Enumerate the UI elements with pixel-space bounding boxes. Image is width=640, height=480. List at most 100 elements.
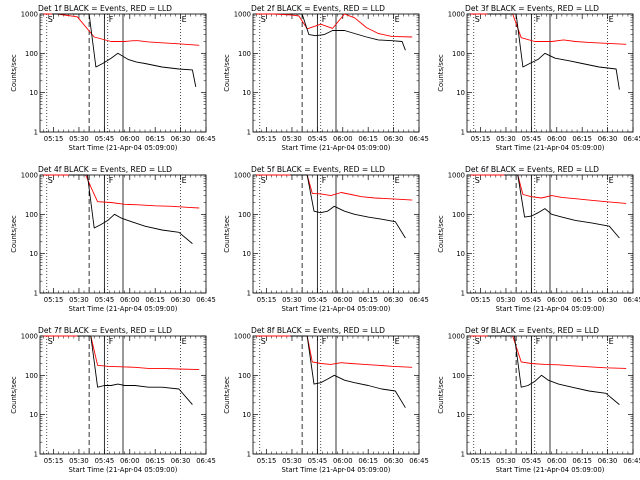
y-tick-label: 100 <box>452 211 465 219</box>
x-tick-label: 06:15 <box>572 135 592 143</box>
x-axis-label: Start Time (21-Apr-04 05:09:00) <box>282 466 391 474</box>
y-tick-label: 1 <box>461 129 465 137</box>
x-tick-label: 06:00 <box>120 296 140 304</box>
y-tick-label: 1000 <box>21 172 38 180</box>
x-axis-label: Start Time (21-Apr-04 05:09:00) <box>282 305 391 313</box>
x-tick-label: 05:45 <box>522 135 542 143</box>
detector-panel-3: Det 3f BLACK = Events, RED = LLD 1 10 100 10… <box>437 4 640 152</box>
panel-title: Det 7f BLACK = Events, RED = LLD <box>38 326 172 335</box>
x-tick-label: 06:00 <box>333 135 353 143</box>
x-tick-label: 06:15 <box>358 457 378 465</box>
marker-label-S: S <box>475 176 480 185</box>
x-tick-label: 06:30 <box>384 296 404 304</box>
y-tick-label: 100 <box>25 372 38 380</box>
marker-label-S: S <box>48 176 53 185</box>
x-tick-label: 05:45 <box>522 296 542 304</box>
detector-panel-7: Det 7f BLACK = Events, RED = LLD 1 10 100 10… <box>10 326 216 474</box>
y-tick-label: 100 <box>25 211 38 219</box>
x-tick-label: 05:30 <box>282 457 302 465</box>
marker-label-E: E <box>609 176 614 185</box>
marker-label-S: S <box>261 176 266 185</box>
y-axis-label: Counts/sec <box>437 215 445 253</box>
x-tick-label: 06:15 <box>572 457 592 465</box>
y-axis-label: Counts/sec <box>10 54 18 92</box>
detector-panel-8: Det 8f BLACK = Events, RED = LLD 1 10 100 10… <box>223 326 429 474</box>
series-black-line <box>77 335 193 405</box>
marker-label-S: S <box>48 15 53 24</box>
x-tick-label: 05:45 <box>522 457 542 465</box>
x-tick-label: 05:15 <box>44 135 64 143</box>
x-tick-label: 06:45 <box>196 457 216 465</box>
series-black-line <box>290 174 406 239</box>
x-axis-label: Start Time (21-Apr-04 05:09:00) <box>69 305 178 313</box>
y-tick-label: 1 <box>34 129 38 137</box>
x-tick-label: 06:15 <box>358 296 378 304</box>
y-tick-label: 10 <box>29 250 38 258</box>
y-tick-label: 1000 <box>21 333 38 341</box>
x-tick-label: 06:45 <box>409 296 429 304</box>
y-tick-label: 100 <box>452 50 465 58</box>
x-tick-label: 06:30 <box>598 296 618 304</box>
x-tick-label: 06:15 <box>145 135 165 143</box>
marker-label-E: E <box>182 337 187 346</box>
x-tick-label: 05:30 <box>69 457 89 465</box>
series-black-line <box>487 13 620 90</box>
panel-title: Det 2f BLACK = Events, RED = LLD <box>251 4 385 13</box>
y-tick-label: 10 <box>242 250 251 258</box>
marker-label-E: E <box>395 176 400 185</box>
series-red-line <box>470 13 627 45</box>
x-tick-label: 05:30 <box>496 135 516 143</box>
series-red-line <box>470 335 627 369</box>
marker-label-F: F <box>322 176 327 185</box>
y-tick-label: 1 <box>247 290 251 298</box>
x-tick-label: 06:30 <box>171 296 191 304</box>
marker-label-F: F <box>109 337 114 346</box>
y-tick-label: 1 <box>461 451 465 459</box>
x-tick-label: 05:30 <box>496 296 516 304</box>
x-tick-label: 05:30 <box>69 135 89 143</box>
series-red-line <box>256 174 413 201</box>
y-axis-label: Counts/sec <box>223 54 231 92</box>
marker-label-E: E <box>609 337 614 346</box>
y-tick-label: 1000 <box>234 172 251 180</box>
marker-label-F: F <box>109 176 114 185</box>
x-axis-label: Start Time (21-Apr-04 05:09:00) <box>496 144 605 152</box>
detector-panel-1: Det 1f BLACK = Events, RED = LLD 1 10 100 10… <box>10 4 216 152</box>
y-axis-label: Counts/sec <box>223 215 231 253</box>
y-tick-label: 10 <box>29 411 38 419</box>
x-tick-label: 05:45 <box>308 457 328 465</box>
x-tick-label: 05:15 <box>471 296 491 304</box>
marker-label-S: S <box>475 15 480 24</box>
y-axis-label: Counts/sec <box>10 215 18 253</box>
series-black-line <box>68 174 193 244</box>
y-tick-label: 1 <box>34 290 38 298</box>
series-black-line <box>290 335 406 408</box>
x-axis-label: Start Time (21-Apr-04 05:09:00) <box>496 466 605 474</box>
panel-title: Det 5f BLACK = Events, RED = LLD <box>251 165 385 174</box>
x-tick-label: 06:00 <box>547 135 567 143</box>
marker-label-S: S <box>261 337 266 346</box>
marker-label-F: F <box>322 337 327 346</box>
x-tick-label: 06:00 <box>120 135 140 143</box>
x-tick-label: 06:45 <box>196 296 216 304</box>
x-tick-label: 05:30 <box>282 135 302 143</box>
x-tick-label: 06:15 <box>145 296 165 304</box>
y-axis-label: Counts/sec <box>437 54 445 92</box>
x-tick-label: 05:15 <box>44 457 64 465</box>
x-tick-label: 06:30 <box>384 457 404 465</box>
x-tick-label: 06:00 <box>333 296 353 304</box>
detector-panel-9: Det 9f BLACK = Events, RED = LLD 1 10 100 10… <box>437 326 640 474</box>
x-tick-label: 05:30 <box>69 296 89 304</box>
series-black-line <box>51 13 197 87</box>
x-tick-label: 06:15 <box>572 296 592 304</box>
y-tick-label: 100 <box>238 372 251 380</box>
marker-label-E: E <box>182 15 187 24</box>
x-axis-label: Start Time (21-Apr-04 05:09:00) <box>69 466 178 474</box>
x-tick-label: 05:45 <box>308 296 328 304</box>
x-tick-label: 05:45 <box>95 457 115 465</box>
x-tick-label: 05:15 <box>257 296 277 304</box>
y-tick-label: 1 <box>247 129 251 137</box>
panel-title: Det 4f BLACK = Events, RED = LLD <box>38 165 172 174</box>
x-tick-label: 06:00 <box>547 296 567 304</box>
x-tick-label: 06:45 <box>623 457 640 465</box>
